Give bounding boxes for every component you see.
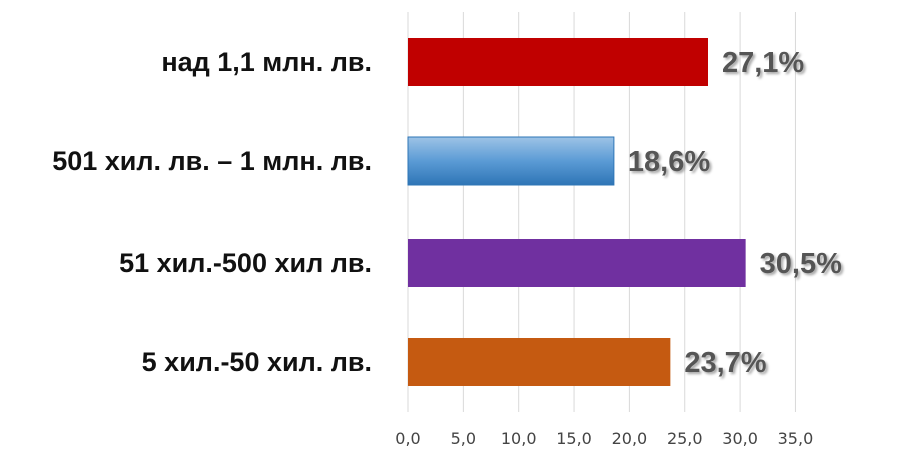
- data-label: 27,1%: [722, 47, 804, 79]
- bar: [408, 338, 671, 386]
- value-labels: 27,1% 18,6% 30,5% 23,7%: [628, 47, 842, 379]
- category-label: над 1,1 млн. лв.: [161, 47, 372, 77]
- category-label: 5 хил.-50 хил. лв.: [142, 347, 372, 377]
- x-tick-label: 10,0: [501, 429, 537, 448]
- category-labels: над 1,1 млн. лв. 501 хил. лв. – 1 млн. лв…: [52, 47, 372, 377]
- bar: [408, 38, 708, 86]
- x-tick-label: 20,0: [612, 429, 648, 448]
- bar: [408, 239, 746, 287]
- x-tick-label: 5,0: [451, 429, 476, 448]
- x-axis-tick-labels: 0,0 5,0 10,0 15,0 20,0 25,0 30,0 35,0: [395, 429, 813, 448]
- data-label: 23,7%: [684, 347, 766, 379]
- data-label: 18,6%: [628, 146, 710, 178]
- x-tick-label: 15,0: [556, 429, 592, 448]
- x-tick-label: 25,0: [667, 429, 703, 448]
- x-tick-label: 35,0: [778, 429, 814, 448]
- bars: [407, 38, 746, 386]
- x-tick-label: 30,0: [722, 429, 758, 448]
- data-label: 30,5%: [760, 248, 842, 280]
- category-label: 51 хил.-500 хил лв.: [119, 248, 372, 278]
- bar: [407, 136, 615, 186]
- category-label: 501 хил. лв. – 1 млн. лв.: [52, 146, 372, 176]
- x-tick-label: 0,0: [395, 429, 420, 448]
